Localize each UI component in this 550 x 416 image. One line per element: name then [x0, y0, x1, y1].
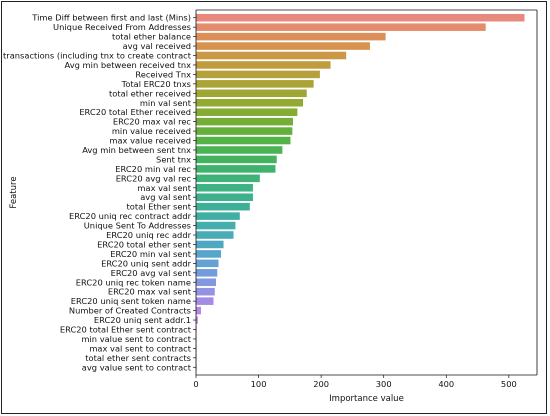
y-tick-label: total ether sent contracts	[85, 353, 191, 363]
y-tick-label: avg val received	[123, 41, 191, 51]
y-tick-label: ERC20 uniq sent token name	[71, 296, 191, 306]
y-tick-label: ERC20 total Ether sent contract	[60, 324, 192, 334]
y-tick-label: Avg min between sent tnx	[82, 145, 191, 155]
bar	[196, 80, 314, 88]
bar	[196, 51, 347, 60]
bar	[196, 240, 224, 249]
y-tick-label: ERC20 total Ether received	[79, 107, 191, 117]
y-tick-label: ERC20 min val rec	[115, 164, 191, 174]
bar	[196, 202, 250, 211]
y-tick-label: min value sent to contract	[81, 334, 191, 344]
y-tick-label: Unique Received From Addresses	[53, 22, 191, 32]
x-axis-title: Importance value	[329, 394, 404, 404]
y-tick-label: min value received	[112, 126, 191, 136]
y-tick-label: Received Tnx	[135, 69, 191, 79]
x-tick-label: 500	[501, 379, 517, 389]
bar	[196, 287, 215, 296]
y-tick-labels: Time Diff between first and last (Mins)U…	[0, 13, 196, 372]
y-tick-label: ERC20 uniq rec token name	[76, 277, 191, 287]
y-tick-label: Avg min between received tnx	[65, 60, 192, 70]
y-tick-label: ERC20 uniq sent addr	[101, 258, 192, 268]
bar	[196, 306, 202, 315]
bar	[196, 278, 217, 287]
bar	[196, 23, 486, 31]
bar	[196, 117, 293, 126]
y-tick-label: avg value sent to contract	[82, 362, 192, 372]
bar	[196, 174, 260, 183]
y-tick-label: Sent tnx	[156, 154, 191, 164]
y-tick-label: total ether balance	[112, 32, 191, 42]
bar	[196, 259, 219, 268]
y-tick-label: avg val sent	[140, 192, 192, 202]
y-tick-label: ERC20 uniq rec addr	[106, 230, 191, 240]
y-tick-label: ERC20 max val rec	[113, 117, 192, 127]
bar	[196, 32, 386, 41]
bar	[196, 61, 331, 69]
bar	[196, 70, 320, 79]
y-tick-label: Total ERC20 tnxs	[121, 79, 191, 89]
y-axis-title: Feature	[9, 176, 19, 208]
y-tick-label: max value received	[109, 136, 191, 146]
x-tick-label: 100	[251, 379, 267, 389]
bar	[196, 98, 303, 107]
bar	[196, 316, 198, 324]
bar	[196, 165, 276, 173]
x-axis: 0 100 200 300 400 500	[193, 375, 517, 389]
bar	[196, 231, 234, 239]
y-tick-label: ERC20 uniq rec contract addr	[69, 211, 192, 221]
bar	[196, 183, 253, 192]
bar	[196, 13, 525, 22]
y-tick-label: ERC20 max val sent	[108, 287, 192, 297]
y-tick-label: ERC20 total ether sent	[97, 239, 192, 249]
y-tick-label: Time Diff between first and last (Mins)	[31, 13, 191, 23]
bar	[196, 297, 214, 305]
bar	[196, 155, 277, 164]
x-tick-label: 0	[193, 379, 198, 389]
x-tick-label: 400	[438, 379, 454, 389]
y-tick-label: min val sent	[140, 98, 192, 108]
bar	[196, 221, 236, 230]
y-tick-label: total transactions (including tnx to cre…	[0, 51, 192, 61]
y-tick-label: Unique Sent To Addresses	[84, 221, 191, 231]
y-tick-label: ERC20 min val sent	[110, 249, 191, 259]
y-tick-label: ERC20 avg val rec	[116, 173, 192, 183]
x-tick-label: 200	[313, 379, 329, 389]
bar	[196, 136, 291, 145]
bar	[196, 42, 370, 50]
y-tick-label: ERC20 avg val sent	[111, 268, 192, 278]
bar	[196, 108, 298, 116]
bar	[196, 269, 218, 277]
bar	[196, 127, 293, 135]
bar	[196, 146, 283, 154]
y-tick-label: total ether received	[109, 88, 191, 98]
y-tick-label: total Ether sent	[127, 202, 192, 212]
bar	[196, 250, 222, 258]
bar	[196, 212, 240, 220]
bars-group	[196, 13, 525, 372]
y-tick-label: ERC20 uniq sent addr.1	[94, 315, 191, 325]
y-tick-label: Number of Created Contracts	[69, 306, 191, 316]
x-tick-label: 300	[376, 379, 392, 389]
y-tick-label: max val sent	[137, 183, 191, 193]
y-tick-label: max val sent to contract	[89, 343, 191, 353]
bar	[196, 89, 307, 98]
bar	[196, 193, 253, 202]
